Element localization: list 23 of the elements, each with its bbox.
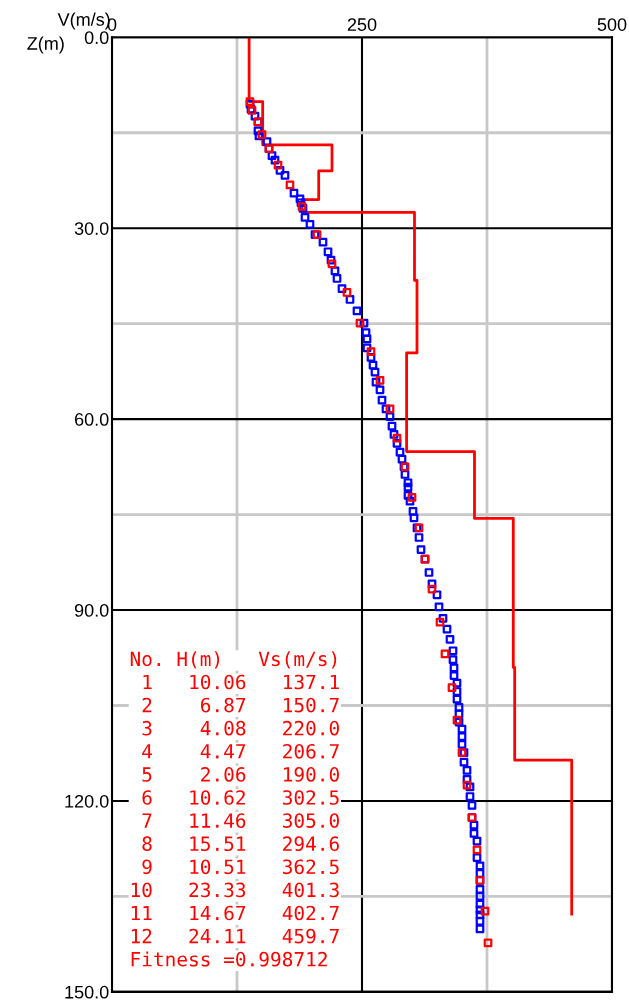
y-tick-label: 120.0 [65,794,109,808]
annotation: 10 23.33 401.3 [131,882,339,898]
annotation: 6 10.62 302.5 [142,790,339,805]
annotation: 2 6.87 150.7 [142,697,339,713]
y-tick-label: 60.0 [75,413,109,426]
x-tick-label: 250 [347,18,377,31]
annotation: 11 14.67 402.7 [131,905,339,921]
y-tick-label: 30.0 [74,222,109,235]
annotation: Fitness =0.998712 [131,951,327,967]
y-tick-label: 0.0 [84,31,109,45]
annotation: 9 10.51 362.5 [142,859,339,875]
annotation: No. H(m) Vs(m/s) [130,651,337,669]
annotation: 4 4.47 206.7 [142,743,339,759]
y-tick-label: 150.0 [65,985,109,999]
y-tick-label: 90.0 [74,603,109,617]
annotation: 1 10.06 137.1 [143,674,339,690]
annotation: 3 4.08 220.0 [142,720,339,736]
annotation: 12 24.11 459.7 [131,928,339,944]
annotation: 7 11.46 305.0 [142,813,339,828]
x-tick-label: 500 [597,18,627,31]
y-axis-title: Z(m) [27,36,64,54]
annotation: 5 2.06 190.0 [142,767,339,782]
annotation: 8 15.51 294.6 [142,836,339,852]
